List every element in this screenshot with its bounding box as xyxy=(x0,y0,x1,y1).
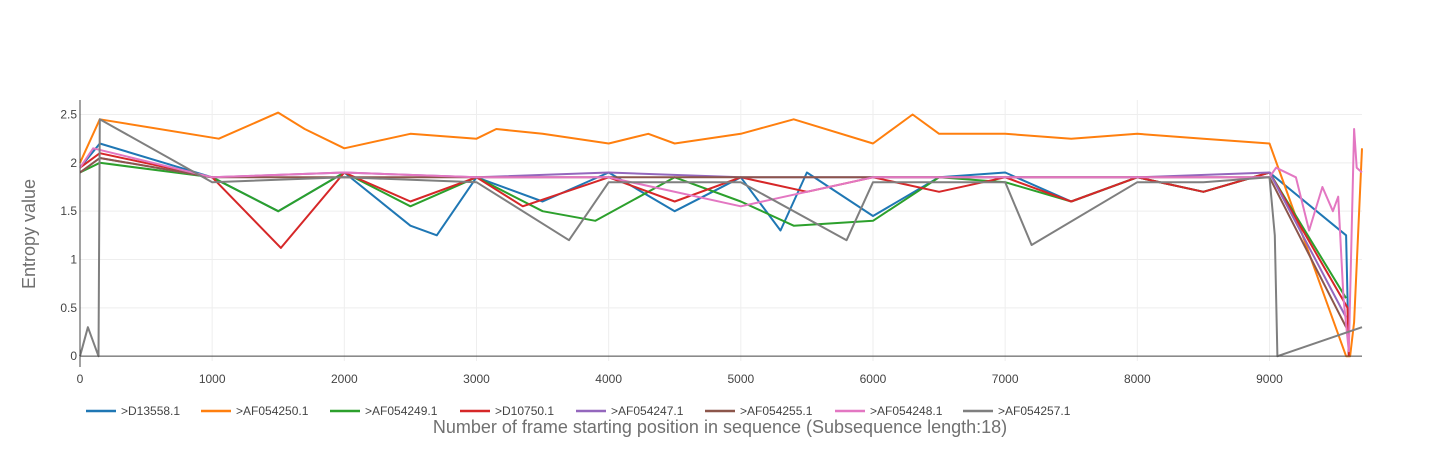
x-tick-label: 1000 xyxy=(199,372,226,386)
y-tick-label: 1.5 xyxy=(60,204,77,218)
y-tick-label: 1 xyxy=(70,253,77,267)
axis-layer xyxy=(79,100,1362,367)
series-line-6[interactable] xyxy=(79,128,1363,353)
series-line-5[interactable] xyxy=(79,157,1347,328)
legend-item[interactable]: >AF054249.1 xyxy=(330,404,438,418)
y-axis-title: Entropy value xyxy=(19,179,39,289)
legend-label: >AF054255.1 xyxy=(740,404,813,418)
legend-label: >D13558.1 xyxy=(121,404,180,418)
legend-label: >AF054249.1 xyxy=(365,404,438,418)
legend-label: >AF054247.1 xyxy=(611,404,684,418)
x-tick-label: 2000 xyxy=(331,372,358,386)
x-tick-label: 9000 xyxy=(1256,372,1283,386)
y-tick-label: 0.5 xyxy=(60,301,77,315)
legend-item[interactable]: >AF054250.1 xyxy=(201,404,309,418)
tick-layer: 0 1000 2000 3000 4000 5000 6000 7000 8000 9000 0 0.… xyxy=(60,108,1283,387)
series-line-3[interactable] xyxy=(79,152,1350,357)
x-tick-label: 5000 xyxy=(727,372,754,386)
legend-label: >AF054248.1 xyxy=(870,404,943,418)
series-line-7[interactable] xyxy=(79,118,1363,358)
x-tick-label: 3000 xyxy=(463,372,490,386)
y-tick-label: 0 xyxy=(70,349,77,363)
x-axis-title: Number of frame starting position in seq… xyxy=(433,417,1007,437)
legend-item[interactable]: >AF054248.1 xyxy=(835,404,943,418)
legend: >D13558.1 >AF054250.1 >AF054249.1 >D10750.1… xyxy=(86,404,1071,418)
legend-item[interactable]: >AF054247.1 xyxy=(576,404,684,418)
x-tick-label: 8000 xyxy=(1124,372,1151,386)
legend-item[interactable]: >AF054255.1 xyxy=(705,404,813,418)
x-tick-label: 4000 xyxy=(595,372,622,386)
series-layer xyxy=(79,111,1363,358)
legend-label: >D10750.1 xyxy=(495,404,554,418)
grid-layer xyxy=(80,100,1362,361)
x-tick-label: 0 xyxy=(77,372,84,386)
legend-label: >AF054257.1 xyxy=(998,404,1071,418)
legend-label: >AF054250.1 xyxy=(236,404,309,418)
x-tick-label: 6000 xyxy=(860,372,887,386)
x-tick-label: 7000 xyxy=(992,372,1019,386)
legend-item[interactable]: >D10750.1 xyxy=(460,404,554,418)
legend-item[interactable]: >AF054257.1 xyxy=(963,404,1071,418)
legend-item[interactable]: >D13558.1 xyxy=(86,404,180,418)
y-tick-label: 2 xyxy=(70,156,77,170)
series-line-1[interactable] xyxy=(79,111,1363,358)
y-tick-label: 2.5 xyxy=(60,108,77,122)
